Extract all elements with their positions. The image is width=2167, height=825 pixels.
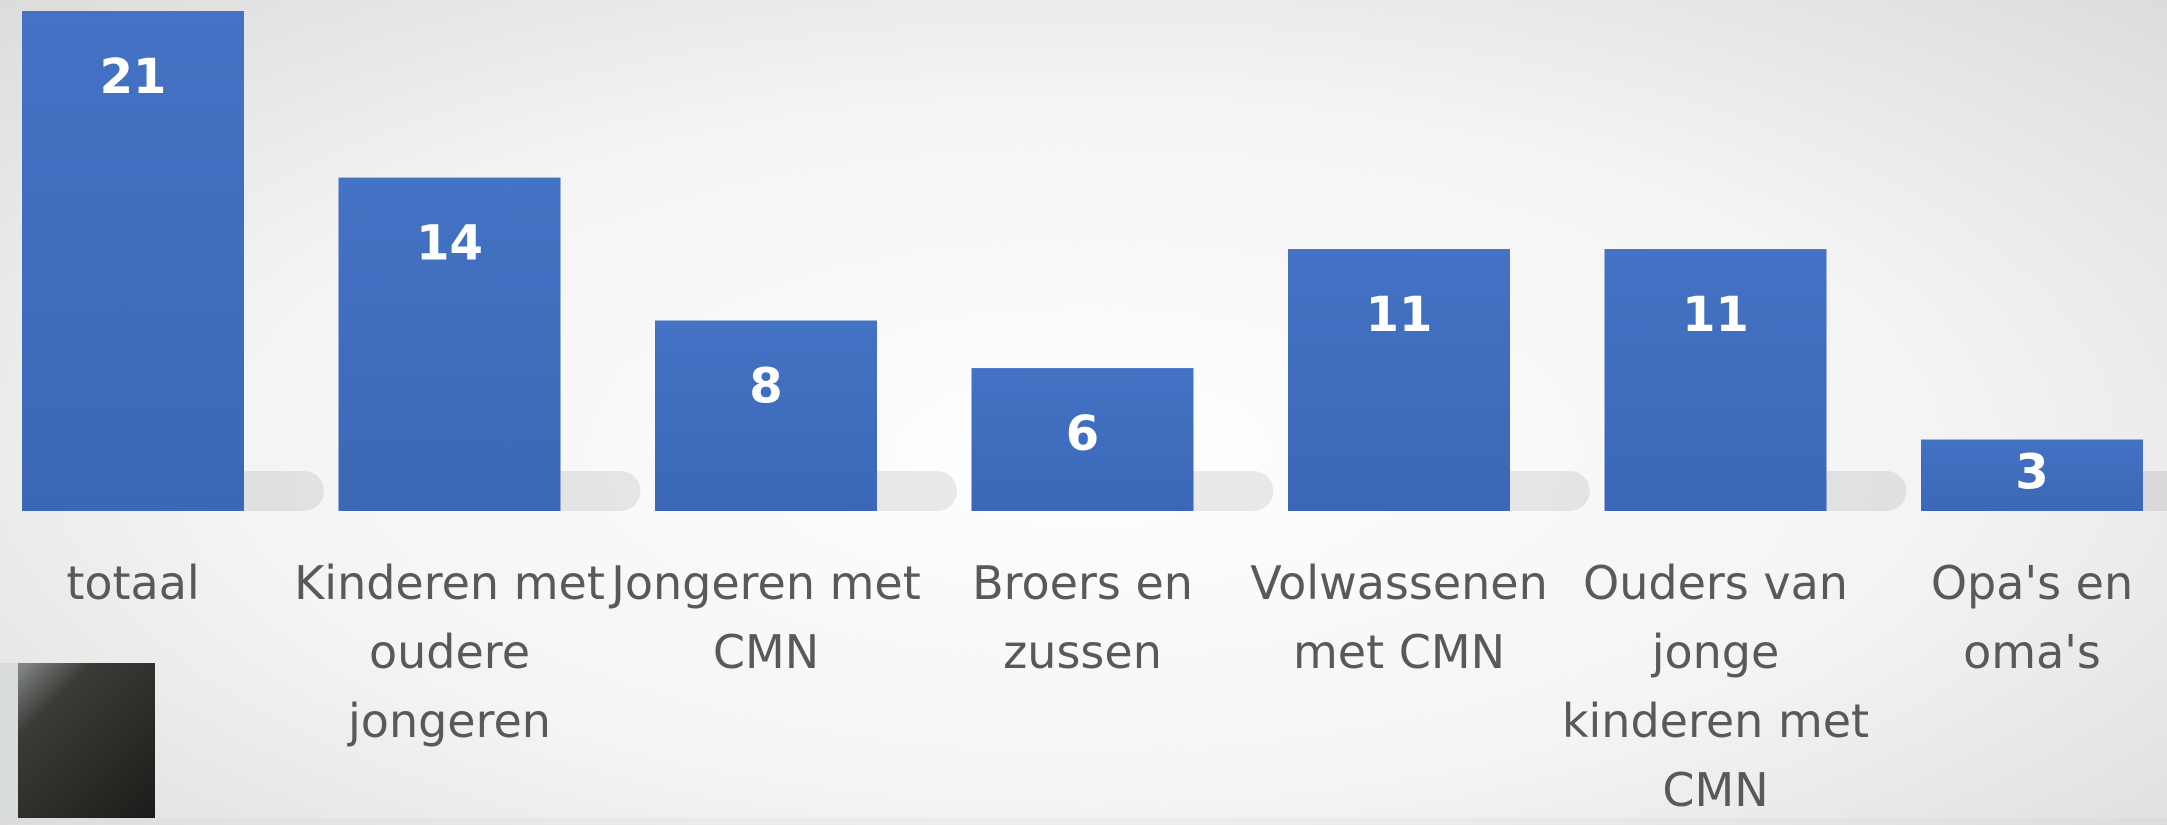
x-tick-label: Jongeren met CMN [611, 556, 921, 679]
x-tick-label: Volwassenen met CMN [1250, 556, 1548, 679]
value-label: 11 [1682, 287, 1749, 343]
bar-shade [22, 11, 244, 511]
x-tick-label: Opa's en oma's [1930, 556, 2134, 679]
x-tick-label: Broers en zussen [972, 556, 1193, 679]
value-label: 3 [2015, 444, 2048, 500]
value-label: 14 [416, 216, 483, 272]
value-label: 11 [1366, 287, 1433, 343]
value-label: 8 [749, 359, 782, 415]
x-tick-label: Ouders van jonge kinderen met CMN [1561, 556, 1870, 817]
bar-shade [1604, 249, 1827, 511]
bar-shade [971, 368, 1194, 511]
photo-edge [0, 663, 18, 818]
bar-shade [338, 177, 561, 511]
value-label: 21 [100, 49, 167, 105]
bar-shade [655, 320, 877, 511]
x-tick-label: totaal [66, 556, 200, 610]
x-tick-label: Kinderen met oudere jongeren [294, 556, 605, 748]
value-label: 6 [1066, 406, 1099, 462]
photo [0, 663, 155, 818]
bar-shade [1921, 439, 2143, 511]
bar-shade [1288, 249, 1510, 511]
